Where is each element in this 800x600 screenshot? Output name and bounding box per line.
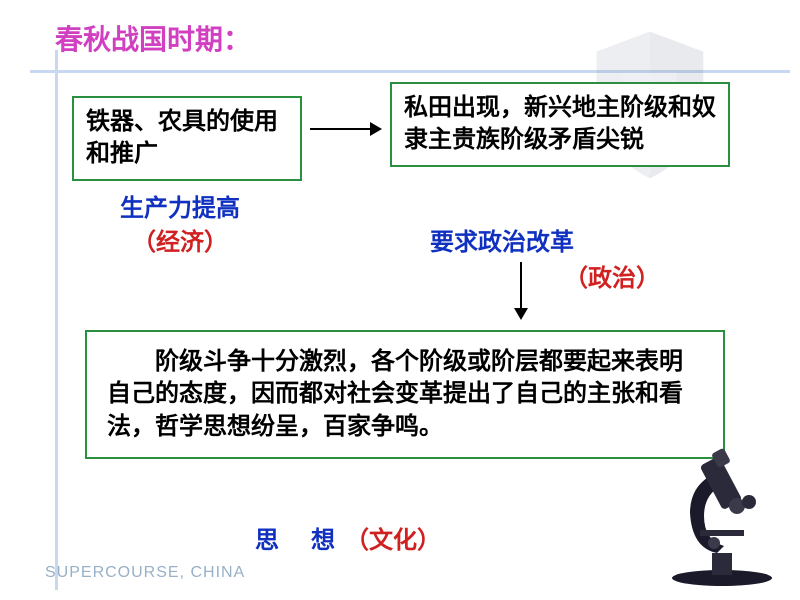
sub-politics: （政治） [564,258,660,293]
page-title: 春秋战国时期： [55,18,251,58]
box-production-tools: 铁器、农具的使用和推广 [72,96,302,181]
footer-text: SUPERCOURSE, CHINA [45,564,245,582]
microscope-icon [662,438,782,588]
box-ideology: 阶级斗争十分激烈，各个阶级或阶层都要起来表明自己的态度，因而都对社会变革提出了自… [85,330,725,459]
label-productivity: 生产力提高 [120,188,240,223]
label-thought-char2: 想 [311,528,335,554]
arrow-horizontal [310,128,380,130]
axis-vertical [55,50,58,590]
label-political-reform: 要求政治改革 [430,222,574,257]
sub-economy: （经济） [132,222,228,257]
sub-culture: （文化） [345,528,441,554]
box-class-conflict: 私田出现，新兴地主阶级和奴隶主贵族阶级矛盾尖锐 [390,82,730,167]
arrow-vertical [520,262,522,318]
label-thought: 思 想 （文化） [255,520,441,555]
label-thought-char1: 思 [255,528,279,554]
